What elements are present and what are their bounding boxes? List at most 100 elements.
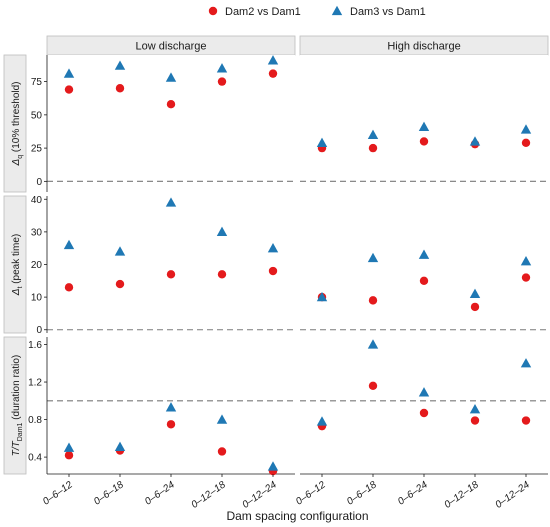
legend-marker xyxy=(331,5,343,16)
x-tick-label: 0–6–12 xyxy=(41,479,75,507)
data-point-circle xyxy=(470,302,480,312)
data-point-circle xyxy=(166,420,176,429)
data-point-circle xyxy=(470,416,480,425)
y-tick-label: 0.8 xyxy=(28,415,42,426)
x-tick-label: 0–12–18 xyxy=(443,479,482,511)
x-axis-label: Dam spacing configuration xyxy=(226,509,368,523)
data-point-triangle xyxy=(520,358,532,368)
series xyxy=(64,266,278,292)
data-point-triangle xyxy=(316,416,328,426)
y-tick-label: 1.6 xyxy=(28,340,42,351)
x-tick-labels: 0–6–12 0–6–18 0–6–24 0–12–18 0–12–24 0–6–12 0–… xyxy=(41,474,532,511)
x-tick-label: 0–6–12 xyxy=(294,479,328,507)
series xyxy=(316,249,532,302)
data-point-circle xyxy=(217,77,227,86)
row-strip-bg xyxy=(3,54,27,193)
x-tick-label: 0–6–24 xyxy=(396,479,430,507)
data-point-circle xyxy=(521,416,531,425)
y-tick-label: 75 xyxy=(31,77,43,88)
data-point-triangle xyxy=(520,124,532,134)
series xyxy=(63,197,279,256)
y-tick-label: 50 xyxy=(31,110,43,121)
legend-entry: Dam3 vs Dam1 xyxy=(331,5,426,18)
data-point-circle xyxy=(419,408,429,418)
panel xyxy=(300,55,548,192)
data-point-triangle xyxy=(418,249,430,259)
series xyxy=(63,55,279,82)
panels: 0 25 50 75 0 10 20 30 40 0.4 0.8 1.2 1.6 xyxy=(28,55,548,476)
data-point-circle xyxy=(419,137,429,146)
y-tick-label: 0.4 xyxy=(28,453,42,464)
y-tick-label: 1.2 xyxy=(28,378,42,389)
data-point-triangle xyxy=(418,121,430,131)
row-strip-bg xyxy=(3,195,27,334)
panel: 0 10 20 30 40 xyxy=(31,195,295,336)
y-tick-label: 20 xyxy=(31,260,43,271)
y-tick-label: 0 xyxy=(36,325,42,336)
data-point-triangle xyxy=(114,246,126,256)
legend-entry: Dam2 vs Dam1 xyxy=(208,6,301,18)
y-tick-label: 10 xyxy=(31,293,43,304)
data-point-triangle xyxy=(63,239,75,250)
data-point-triangle xyxy=(114,60,126,70)
panel xyxy=(300,337,548,475)
legend-label: Dam3 vs Dam1 xyxy=(350,6,426,18)
data-point-triangle xyxy=(367,252,379,263)
data-point-triangle xyxy=(216,226,228,237)
data-point-triangle xyxy=(63,442,75,452)
data-point-circle xyxy=(64,85,74,94)
data-point-circle xyxy=(368,381,378,390)
legend: Dam2 vs Dam1 Dam3 vs Dam1 xyxy=(208,5,426,18)
series xyxy=(316,121,532,147)
panel xyxy=(300,196,548,333)
panel: 0 25 50 75 xyxy=(31,55,295,192)
data-point-triangle xyxy=(316,137,328,147)
legend-label: Dam2 vs Dam1 xyxy=(225,6,301,18)
data-point-triangle xyxy=(316,291,328,302)
data-point-triangle xyxy=(520,256,532,266)
data-point-triangle xyxy=(114,441,126,451)
data-point-circle xyxy=(268,69,278,78)
data-point-triangle xyxy=(267,55,279,65)
data-point-circle xyxy=(217,447,227,456)
x-tick-label: 0–6–18 xyxy=(92,479,126,507)
panel-bg xyxy=(300,337,548,474)
data-point-triangle xyxy=(418,387,430,397)
x-tick-label: 0–12–24 xyxy=(241,479,280,511)
y-tick-label: 0 xyxy=(36,177,42,188)
data-point-circle xyxy=(115,279,125,289)
x-tick-label: 0–12–24 xyxy=(494,479,533,511)
data-point-triangle xyxy=(367,339,379,349)
series xyxy=(316,339,532,426)
data-point-triangle xyxy=(367,129,379,139)
data-point-triangle xyxy=(216,63,228,73)
panel: 0.4 0.8 1.2 1.6 xyxy=(28,337,295,476)
column-strip-label: Low discharge xyxy=(136,41,207,53)
column-strip-label: High discharge xyxy=(387,41,460,53)
data-point-circle xyxy=(521,273,531,282)
legend-marker xyxy=(208,6,218,16)
data-point-circle xyxy=(268,266,278,276)
x-tick-label: 0–6–18 xyxy=(345,479,379,507)
data-point-triangle xyxy=(469,404,481,414)
data-point-triangle xyxy=(216,414,228,424)
y-axis-label: Δq (10% threshold) xyxy=(11,82,24,167)
series xyxy=(63,402,279,471)
data-point-circle xyxy=(217,270,227,279)
data-point-circle xyxy=(521,138,531,147)
data-point-circle xyxy=(419,276,429,286)
y-tick-label: 40 xyxy=(31,195,43,206)
data-point-circle xyxy=(64,451,74,460)
row-strips: Δq (10% threshold) Δt (peak time) T/TDam1 … xyxy=(3,54,27,475)
data-point-circle xyxy=(368,143,378,153)
data-point-triangle xyxy=(165,72,177,82)
x-tick-label: 0–6–24 xyxy=(143,479,177,507)
data-point-circle xyxy=(166,270,176,279)
data-point-triangle xyxy=(165,197,177,207)
y-tick-label: 30 xyxy=(31,227,43,238)
data-point-circle xyxy=(115,84,125,93)
series xyxy=(64,69,278,109)
data-point-triangle xyxy=(267,242,279,253)
data-point-triangle xyxy=(469,288,481,299)
